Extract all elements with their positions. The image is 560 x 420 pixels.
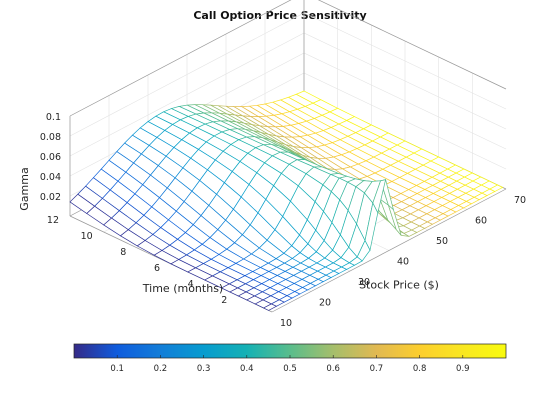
x-tick-label-6: 70 xyxy=(514,195,526,206)
z-tick-label-1: 0.04 xyxy=(40,172,61,183)
surface-patch-0-0 xyxy=(262,303,278,311)
y-tick-label-4: 10 xyxy=(81,231,93,242)
colorbar-tick-label-8: 0.9 xyxy=(456,364,470,374)
chart-title: Call Option Price Sensitivity xyxy=(193,9,367,22)
z-axis-label: Gamma xyxy=(18,167,31,210)
x-tick-label-2: 30 xyxy=(358,277,370,288)
z-tick-label-3: 0.08 xyxy=(40,132,61,143)
x-axis-label: Stock Price ($) xyxy=(359,279,439,292)
colorbar-tick-label-2: 0.3 xyxy=(197,364,211,374)
colorbar-tick-label-7: 0.8 xyxy=(413,364,427,374)
y-tick-label-3: 8 xyxy=(120,247,126,258)
x-tick-label-5: 60 xyxy=(475,216,487,227)
colorbar-tick-label-1: 0.2 xyxy=(154,364,168,374)
x-tick-label-3: 40 xyxy=(397,257,409,268)
colorbar-tick-label-4: 0.5 xyxy=(283,364,297,374)
y-tick-label-0: 2 xyxy=(221,295,227,306)
axes-box-edge-4 xyxy=(317,0,507,90)
x-tick-label-0: 10 xyxy=(280,318,292,329)
axes-box-edge-0 xyxy=(271,188,507,313)
z-tick-label-4: 0.1 xyxy=(46,112,61,123)
y-tick-label-1: 4 xyxy=(188,279,194,290)
y-tick-label-5: 12 xyxy=(47,215,59,226)
axes-box-edge-3 xyxy=(69,0,292,117)
colorbar-tick-label-0: 0.1 xyxy=(110,364,124,374)
y-tick-label-2: 6 xyxy=(154,263,160,274)
y-axis-label: Time (months) xyxy=(142,282,223,295)
colorbar-tick-label-5: 0.6 xyxy=(326,364,340,374)
z-tick-label-2: 0.06 xyxy=(40,152,61,163)
x-tick-label-1: 20 xyxy=(319,298,331,309)
colorbar-tick-label-6: 0.7 xyxy=(370,364,384,374)
z-tick-label-0: 0.02 xyxy=(40,192,61,203)
x-tick-label-4: 50 xyxy=(436,236,448,247)
colorbar-tick-label-3: 0.4 xyxy=(240,364,254,374)
